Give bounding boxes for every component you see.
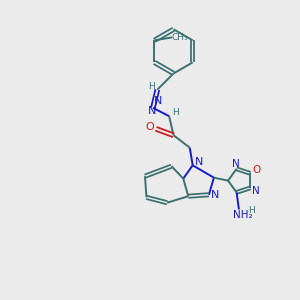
Text: N: N	[148, 106, 157, 116]
Text: CH₃: CH₃	[171, 33, 188, 42]
Text: N: N	[252, 186, 260, 197]
Text: H: H	[248, 206, 255, 215]
Text: N: N	[195, 157, 203, 167]
Text: NH₂: NH₂	[232, 210, 252, 220]
Text: N: N	[211, 190, 220, 200]
Text: H: H	[172, 108, 179, 117]
Text: O: O	[252, 165, 260, 176]
Text: N: N	[232, 159, 239, 169]
Text: H: H	[148, 82, 155, 91]
Text: O: O	[146, 122, 154, 132]
Text: N: N	[154, 95, 162, 106]
